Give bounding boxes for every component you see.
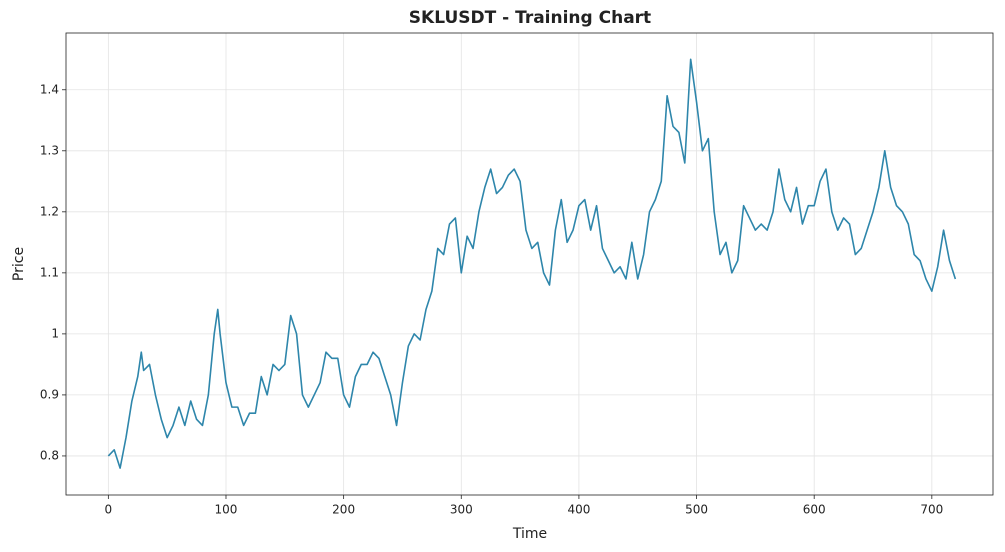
x-tick-label: 600 (803, 503, 826, 517)
y-tick-label: 0.8 (40, 448, 59, 462)
plot-frame (65, 32, 994, 496)
y-tick-label: 1.3 (40, 143, 59, 157)
y-tick-label: 1 (51, 326, 59, 340)
x-tick-label: 700 (920, 503, 943, 517)
price-line (107, 58, 957, 469)
x-tick-label: 200 (332, 503, 355, 517)
x-tick-label: 100 (215, 503, 238, 517)
y-tick-label: 1.1 (40, 265, 59, 279)
x-tick-label: 0 (105, 503, 113, 517)
y-tick-label: 1.2 (40, 204, 59, 218)
y-tick-label: 1.4 (40, 82, 59, 96)
x-tick-label: 400 (567, 503, 590, 517)
x-tick-label: 300 (450, 503, 473, 517)
x-tick-label: 500 (685, 503, 708, 517)
y-axis-label: Price (11, 247, 27, 281)
x-axis-label: Time (512, 526, 547, 542)
chart-title: SKLUSDT - Training Chart (409, 8, 651, 28)
y-tick-label: 0.9 (40, 387, 59, 401)
